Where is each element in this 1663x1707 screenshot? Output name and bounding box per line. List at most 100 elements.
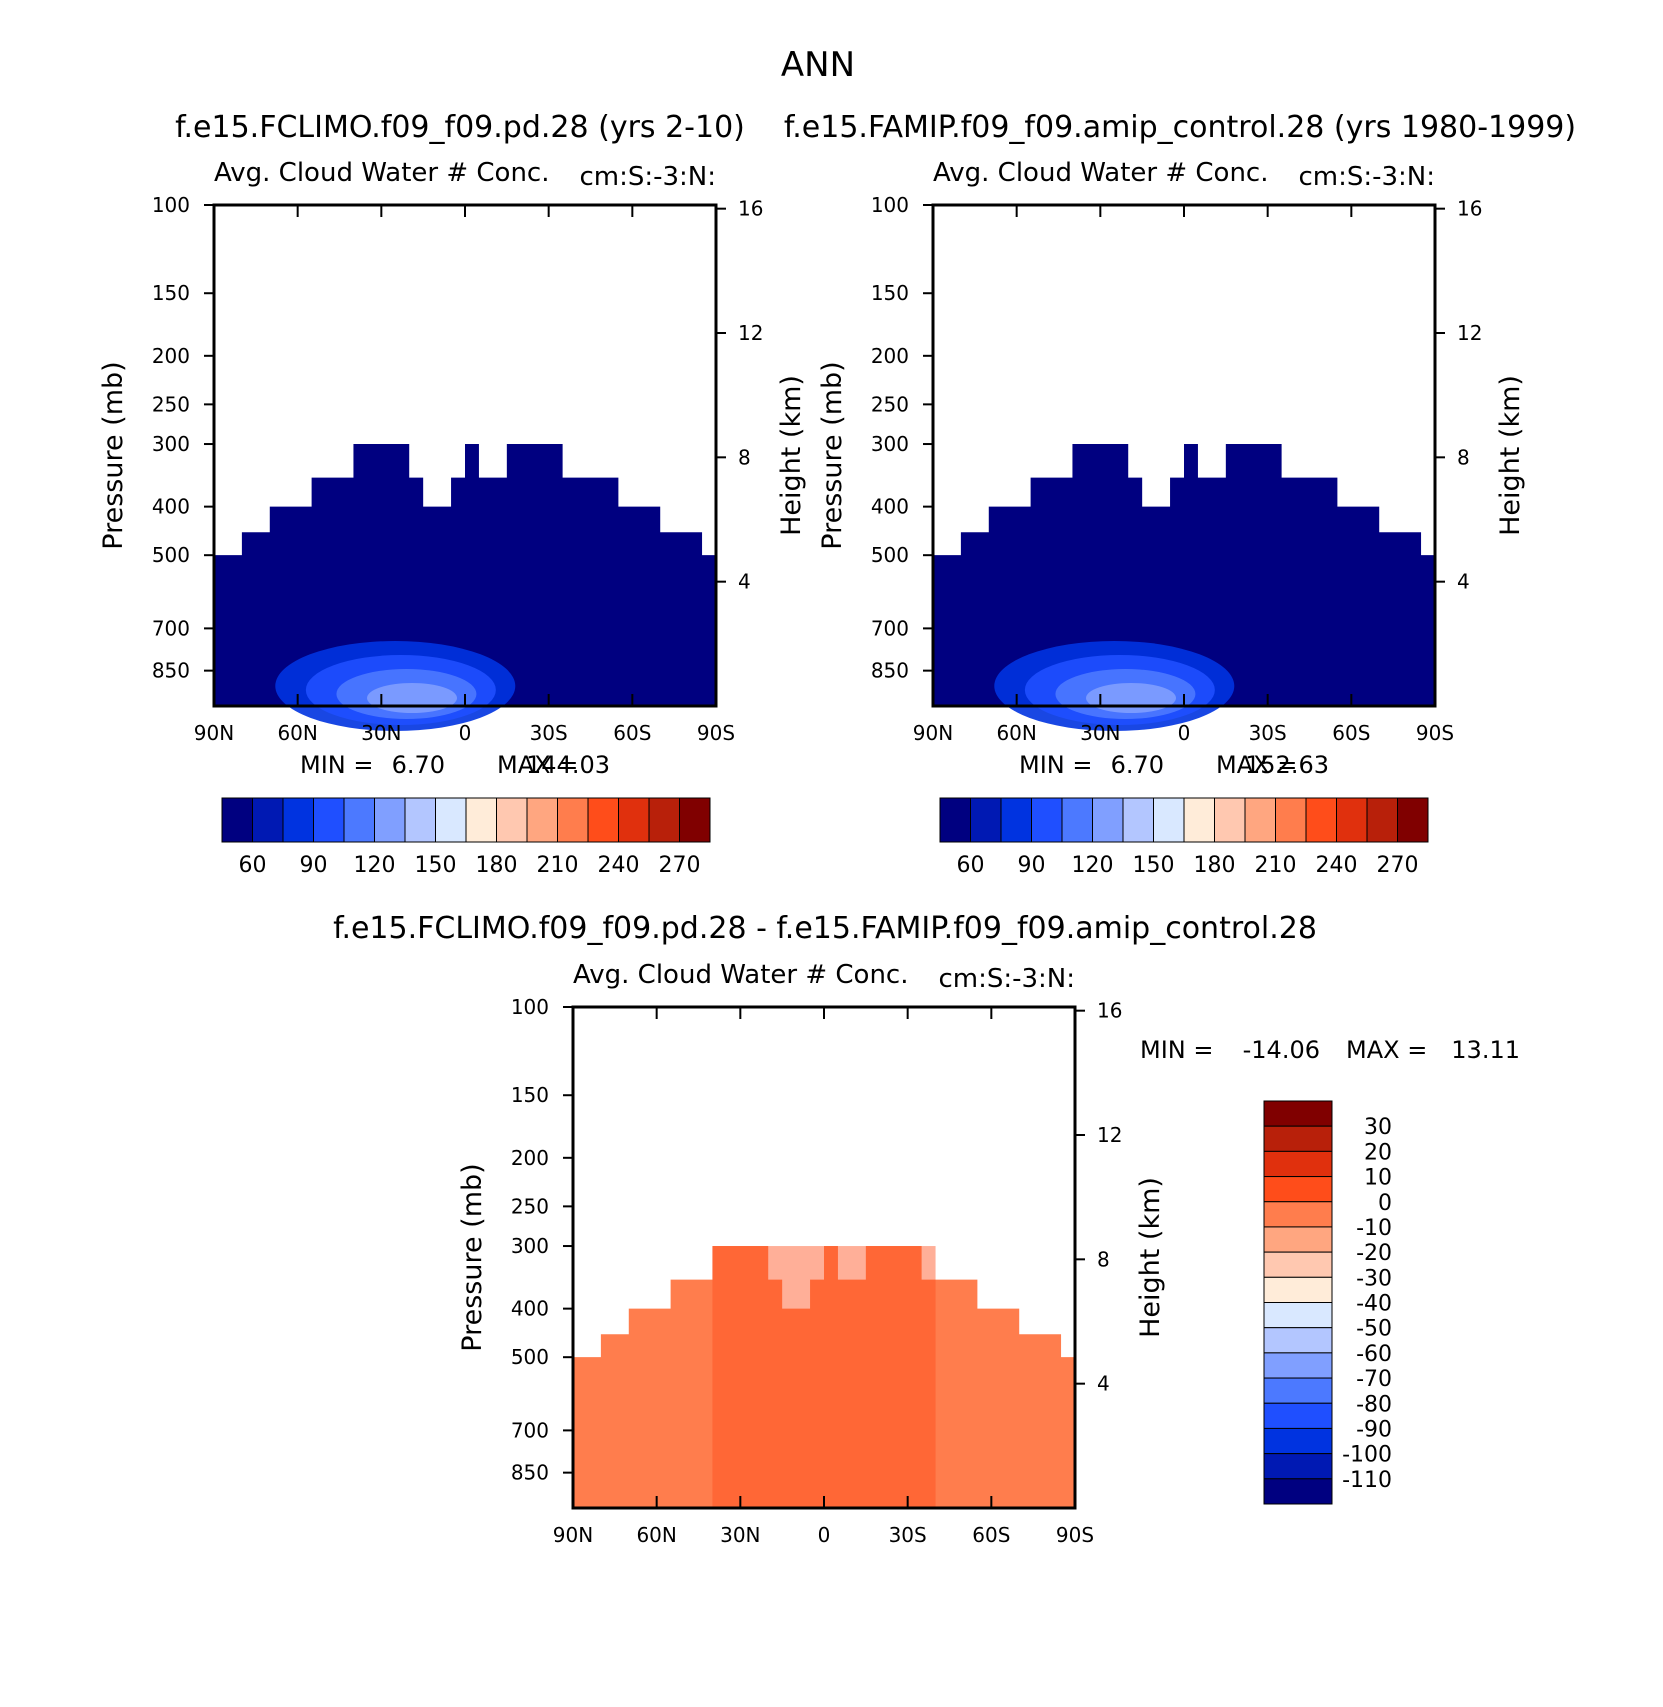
colorbar-swatch	[1263, 1226, 1333, 1253]
colorbar-label: 20	[1364, 1140, 1392, 1165]
colorbar-swatch	[1263, 1478, 1333, 1505]
y2-axis-label: Height (km)	[1135, 1177, 1166, 1338]
y2-tick-label: 4	[1457, 570, 1470, 594]
colorbar-label: 30	[1364, 1115, 1392, 1140]
y-tick-label: 200	[871, 344, 909, 368]
colorbar-swatch	[1263, 1453, 1333, 1480]
y-tick-label: 250	[511, 1194, 549, 1218]
colorbar-swatch	[1183, 797, 1215, 843]
y-tick-label: 700	[152, 616, 190, 640]
y2-tick-label: 8	[1097, 1247, 1110, 1271]
y-tick-label: 250	[152, 392, 190, 416]
colorbar-label: 180	[1194, 853, 1236, 878]
min-label: MIN =	[1140, 1036, 1213, 1064]
colorbar-label: 60	[239, 853, 267, 878]
colorbar-swatch	[1244, 797, 1276, 843]
colorbar-label: -90	[1356, 1417, 1392, 1442]
y-tick-label: 500	[511, 1345, 549, 1369]
colorbar-swatch	[1263, 1125, 1333, 1152]
colorbar-swatch	[1336, 797, 1368, 843]
min-label: MIN =	[1019, 751, 1092, 779]
colorbar-label: 270	[1377, 853, 1419, 878]
colorbar-label: 240	[1316, 853, 1358, 878]
colorbar-swatch	[1275, 797, 1307, 843]
y-tick-label: 850	[511, 1461, 549, 1485]
colorbar-swatch	[343, 797, 375, 843]
colorbar-swatch	[1263, 1402, 1333, 1429]
colorbar-swatch	[1092, 797, 1124, 843]
colorbar-swatch	[1263, 1302, 1333, 1329]
y-tick-label: 700	[511, 1418, 549, 1442]
colorbar-swatch	[939, 797, 971, 843]
data-field	[933, 444, 1435, 706]
x-tick-label: 60N	[996, 721, 1036, 745]
max-value: 144.03	[526, 751, 610, 779]
colorbar-swatch	[1214, 797, 1246, 843]
x-tick-label: 90S	[1056, 1523, 1094, 1547]
colorbar-label: 240	[598, 853, 640, 878]
colorbar-label: 60	[957, 853, 985, 878]
y2-tick-label: 8	[738, 445, 751, 469]
y2-tick-label: 16	[1457, 197, 1482, 221]
colorbar-swatch	[252, 797, 284, 843]
x-tick-label: 0	[459, 721, 472, 745]
colorbar-swatch	[1000, 797, 1032, 843]
y-tick-label: 150	[511, 1083, 549, 1107]
colorbar-swatch	[618, 797, 650, 843]
colorbar-label: 150	[415, 853, 457, 878]
y-axis-label: Pressure (mb)	[817, 361, 848, 549]
y-tick-label: 700	[871, 616, 909, 640]
y-tick-label: 300	[871, 432, 909, 456]
colorbar-label: 120	[354, 853, 396, 878]
y-tick-label: 100	[511, 995, 549, 1019]
x-tick-label: 60N	[636, 1523, 676, 1547]
y-tick-label: 100	[871, 193, 909, 217]
colorbar-label: 180	[476, 853, 518, 878]
x-tick-label: 30N	[361, 721, 401, 745]
x-tick-label: 60S	[613, 721, 651, 745]
data-field-accent	[712, 1246, 936, 1508]
y-tick-label: 150	[152, 281, 190, 305]
y-tick-label: 200	[152, 344, 190, 368]
min-label: MIN =	[300, 751, 373, 779]
x-tick-label: 30S	[1249, 721, 1287, 745]
y-tick-label: 850	[152, 659, 190, 683]
panel-units: cm:S:-3:N:	[938, 964, 1075, 994]
y-axis-label: Pressure (mb)	[457, 1163, 488, 1351]
colorbar-label: -40	[1356, 1292, 1392, 1317]
colorbar-swatch	[1061, 797, 1093, 843]
y2-tick-label: 12	[1097, 1123, 1122, 1147]
colorbar-swatch	[1263, 1377, 1333, 1404]
panel-title: Avg. Cloud Water # Conc.	[214, 158, 550, 188]
colorbar-label: -70	[1356, 1367, 1392, 1392]
figure-title: ANN	[781, 45, 855, 85]
colorbar-label: -80	[1356, 1392, 1392, 1417]
y2-tick-label: 8	[1457, 445, 1470, 469]
colorbar-swatch	[587, 797, 619, 843]
colorbar-label: 10	[1364, 1166, 1392, 1191]
x-tick-label: 90N	[194, 721, 234, 745]
y2-axis-label: Height (km)	[1495, 375, 1526, 536]
colorbar-swatch	[1366, 797, 1398, 843]
x-tick-label: 30S	[530, 721, 568, 745]
x-tick-label: 60N	[277, 721, 317, 745]
panel-top-left: f.e15.FCLIMO.f09_f09.pd.28 (yrs 2-10) Avg…	[98, 110, 807, 878]
colorbar-swatch	[282, 797, 314, 843]
panel-top-right: f.e15.FAMIP.f09_f09.amip_control.28 (yrs…	[784, 110, 1576, 878]
x-tick-label: 30N	[1080, 721, 1120, 745]
colorbar-label: 120	[1072, 853, 1114, 878]
y-tick-label: 400	[152, 495, 190, 519]
x-tick-label: 60S	[1332, 721, 1370, 745]
y-tick-label: 150	[871, 281, 909, 305]
panel-title: Avg. Cloud Water # Conc.	[573, 960, 909, 990]
y-axis-label: Pressure (mb)	[98, 361, 129, 549]
colorbar-swatch	[1263, 1276, 1333, 1303]
panel-units: cm:S:-3:N:	[1298, 162, 1435, 192]
y-tick-label: 300	[511, 1234, 549, 1258]
panel-title: Avg. Cloud Water # Conc.	[933, 158, 1269, 188]
colorbar-swatch	[1263, 1150, 1333, 1178]
max-value: 152.63	[1245, 751, 1329, 779]
max-label: MAX =	[497, 751, 578, 779]
